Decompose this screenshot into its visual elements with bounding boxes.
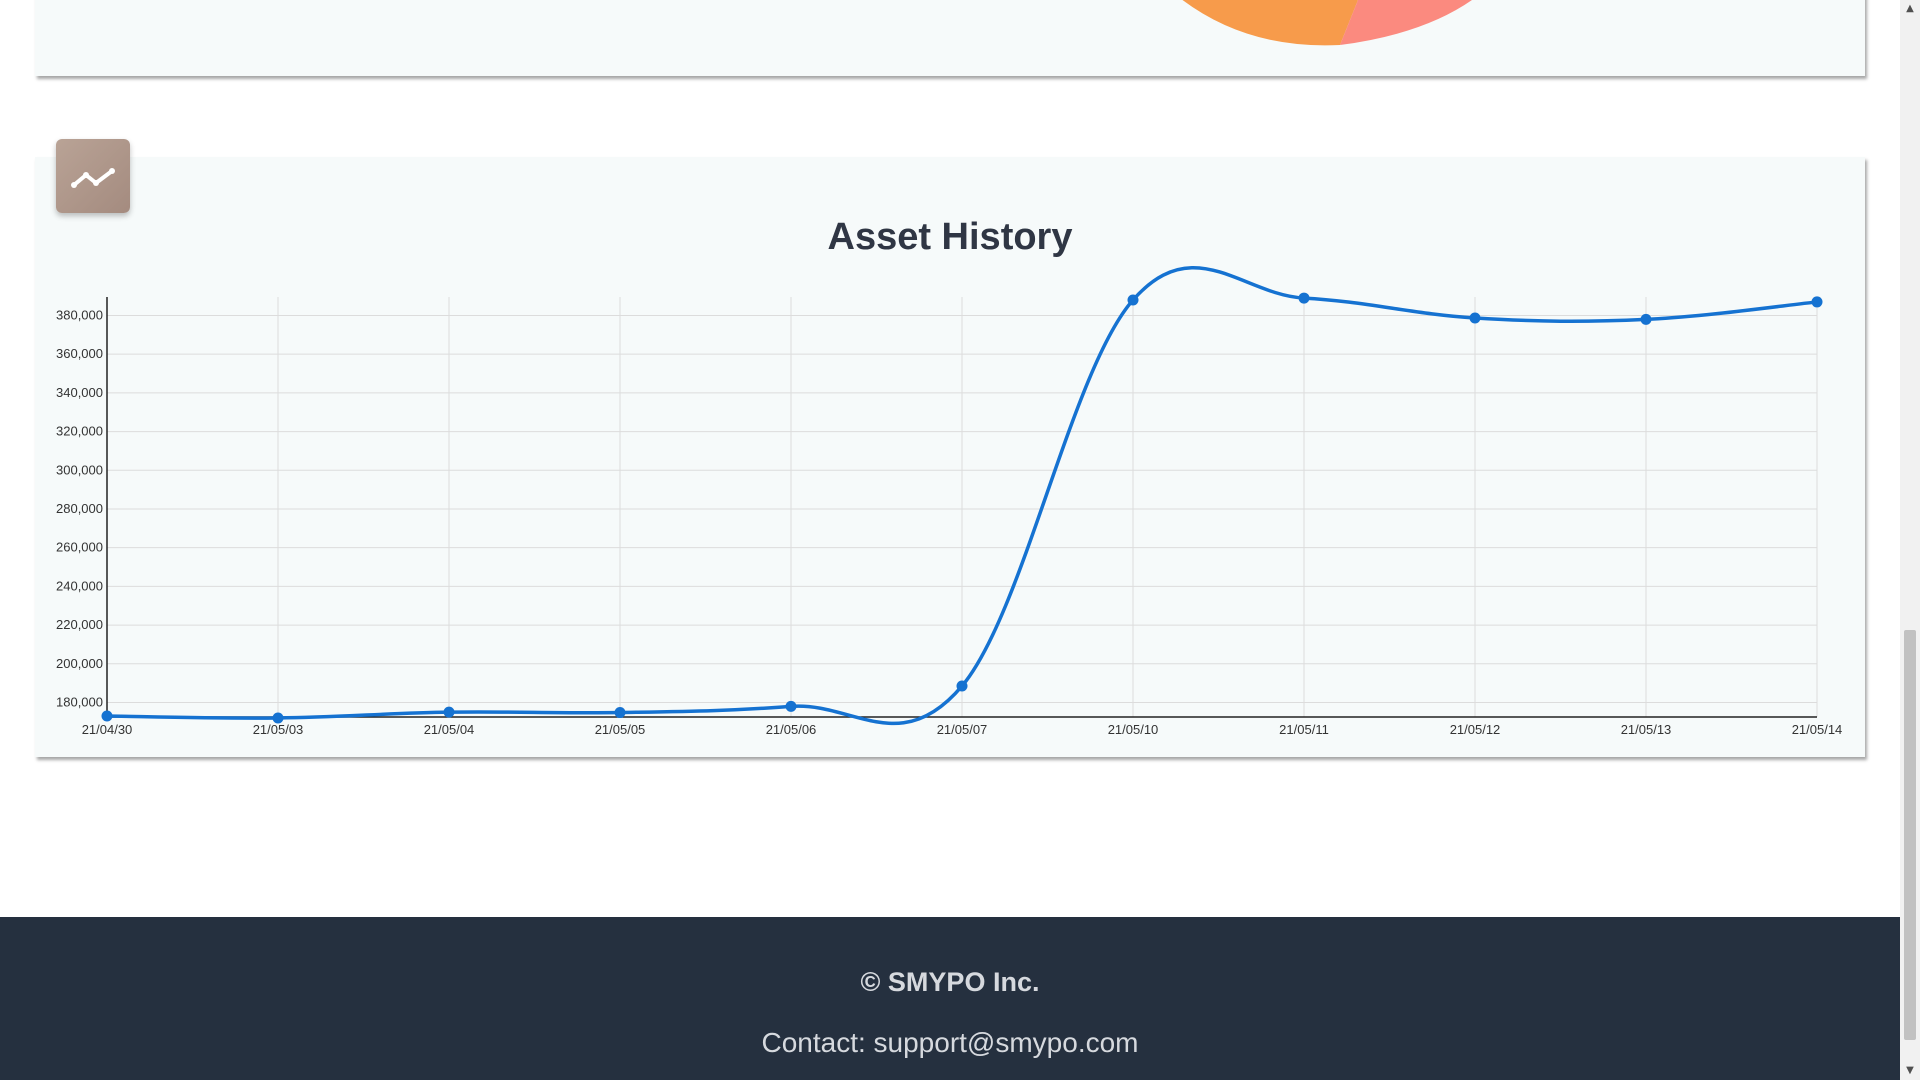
y-tick-label: 220,000 bbox=[56, 617, 103, 632]
scroll-down-icon[interactable]: ▼ bbox=[1906, 1065, 1914, 1076]
x-tick-label: 21/05/10 bbox=[1108, 722, 1159, 737]
data-point bbox=[956, 680, 968, 692]
data-point bbox=[1469, 312, 1481, 324]
x-tick-label: 21/05/04 bbox=[424, 722, 475, 737]
y-tick-label: 240,000 bbox=[56, 578, 103, 593]
x-tick-label: 21/05/12 bbox=[1450, 722, 1501, 737]
y-tick-label: 280,000 bbox=[56, 501, 103, 516]
y-tick-label: 200,000 bbox=[56, 656, 103, 671]
data-point bbox=[785, 700, 797, 712]
chart-line-icon bbox=[56, 139, 130, 213]
y-tick-label: 300,000 bbox=[56, 462, 103, 477]
data-point bbox=[1298, 292, 1310, 304]
data-point bbox=[1127, 294, 1139, 306]
pie-slice-orange bbox=[1182, 0, 1358, 46]
footer-contact: Contact: support@smypo.com bbox=[761, 1027, 1139, 1058]
data-point bbox=[272, 712, 284, 724]
data-point bbox=[1811, 296, 1823, 308]
x-tick-label: 21/05/13 bbox=[1621, 722, 1672, 737]
y-tick-label: 180,000 bbox=[56, 694, 103, 709]
x-tick-label: 21/04/30 bbox=[82, 722, 133, 737]
portfolio-pie-card bbox=[35, 0, 1865, 76]
data-point bbox=[443, 706, 455, 718]
y-tick-label: 340,000 bbox=[56, 385, 103, 400]
data-point bbox=[1640, 313, 1652, 325]
x-tick-label: 21/05/06 bbox=[766, 722, 817, 737]
series-line bbox=[106, 266, 1818, 726]
data-point bbox=[101, 710, 113, 722]
asset-history-card bbox=[35, 157, 1865, 757]
x-tick-label: 21/05/11 bbox=[1279, 722, 1329, 737]
scrollbar-thumb[interactable] bbox=[1904, 630, 1916, 1040]
chart-title: Asset History bbox=[827, 216, 1073, 258]
data-point bbox=[614, 707, 626, 719]
x-tick-label: 21/05/03 bbox=[253, 722, 304, 737]
y-tick-label: 380,000 bbox=[56, 307, 103, 322]
y-tick-label: 360,000 bbox=[56, 346, 103, 361]
pie-chart-fragment bbox=[1182, 0, 1472, 46]
y-tick-label: 320,000 bbox=[56, 424, 103, 439]
x-tick-label: 21/05/05 bbox=[595, 722, 646, 737]
vertical-scrollbar[interactable]: ▲ ▼ bbox=[1900, 0, 1920, 1080]
scroll-up-icon[interactable]: ▲ bbox=[1906, 3, 1914, 14]
x-tick-label: 21/05/07 bbox=[937, 722, 988, 737]
footer-copyright: © SMYPO Inc. bbox=[860, 967, 1040, 997]
pie-slice-salmon bbox=[1340, 0, 1472, 45]
asset-history-chart: 180,000 200,000 220,000 240,000 260,000 280,0… bbox=[56, 266, 1843, 737]
x-tick-label: 21/05/14 bbox=[1792, 722, 1843, 737]
footer: © SMYPO Inc. Contact: support@smypo.com bbox=[0, 917, 1900, 1080]
y-tick-label: 260,000 bbox=[56, 540, 103, 555]
